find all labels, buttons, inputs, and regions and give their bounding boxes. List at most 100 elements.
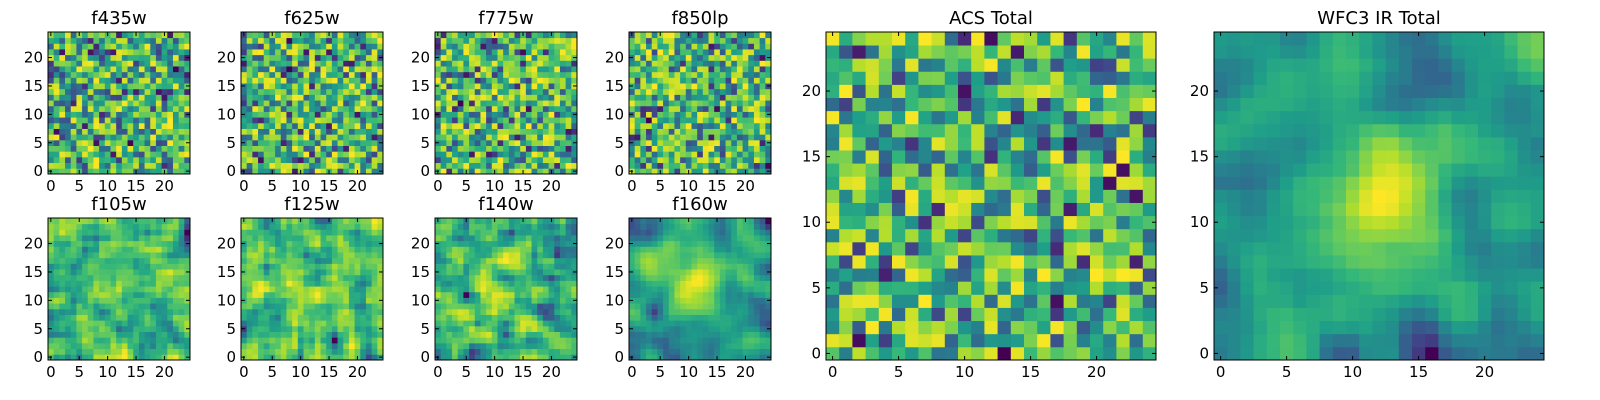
heatmap-cell — [371, 223, 378, 230]
heatmap-cell — [297, 286, 304, 293]
heatmap-cell — [297, 297, 304, 304]
heatmap-cell — [640, 303, 647, 310]
heatmap-cell — [65, 145, 72, 152]
heatmap-cell — [469, 314, 476, 321]
heatmap-cell — [309, 354, 316, 361]
heatmap-cell — [508, 269, 515, 276]
heatmap-cell — [531, 308, 538, 315]
heatmap-cell — [457, 37, 464, 44]
heatmap-cell — [634, 156, 641, 164]
heatmap-cell — [138, 88, 145, 95]
heatmap-cell — [286, 354, 293, 361]
heatmap-cell — [554, 331, 561, 338]
heatmap-cell — [753, 43, 761, 50]
heatmap-cell — [348, 66, 355, 73]
heatmap-cell — [348, 71, 355, 78]
heatmap-cell — [82, 100, 89, 107]
heatmap-cell — [452, 218, 459, 225]
heatmap-cell — [82, 168, 89, 175]
heatmap-cell — [377, 286, 384, 293]
heatmap-cell — [559, 291, 567, 298]
heatmap-cell — [127, 54, 134, 61]
heatmap-cell — [150, 77, 157, 84]
heatmap-cell — [463, 134, 470, 141]
heatmap-cell — [360, 139, 367, 146]
heatmap-cell — [725, 54, 732, 61]
heatmap-cell — [559, 83, 567, 90]
heatmap-cell — [525, 66, 532, 73]
heatmap-cell — [269, 269, 276, 276]
heatmap-cell — [554, 257, 561, 264]
heatmap-cell — [320, 162, 327, 169]
heatmap-cell — [480, 105, 487, 112]
heatmap-cell — [167, 337, 174, 344]
heatmap-cell — [127, 37, 134, 44]
heatmap-cell — [275, 297, 282, 304]
heatmap-cell — [702, 43, 709, 50]
heatmap-cell — [53, 111, 60, 118]
heatmap-cell — [474, 263, 481, 270]
heatmap-cell — [629, 134, 636, 141]
heatmap-cell — [150, 280, 157, 287]
heatmap-cell — [337, 218, 344, 225]
panel-title: f435w — [91, 8, 146, 29]
heatmap-cell — [59, 66, 66, 73]
heatmap-cell — [657, 105, 664, 112]
x-tick-label: 10 — [98, 363, 117, 381]
heatmap-cell — [246, 100, 253, 107]
heatmap-cell — [309, 37, 316, 44]
heatmap-cell — [93, 66, 100, 73]
heatmap-cell — [172, 60, 180, 67]
heatmap-cell — [82, 60, 89, 67]
heatmap-cell — [646, 71, 653, 78]
heatmap-cell — [167, 348, 174, 355]
heatmap-cell — [508, 308, 515, 315]
heatmap-cell — [99, 77, 106, 84]
heatmap-cell — [559, 49, 567, 56]
heatmap-cell — [440, 325, 447, 332]
heatmap-cell — [127, 235, 134, 242]
heatmap-cell — [486, 32, 493, 39]
heatmap-cell — [629, 66, 636, 73]
heatmap-cell — [554, 320, 561, 327]
heatmap-cell — [161, 37, 168, 44]
heatmap-cell — [297, 291, 304, 298]
heatmap-cell — [297, 54, 304, 61]
heatmap-cell — [155, 331, 162, 338]
heatmap-cell — [674, 337, 681, 344]
heatmap-cell — [87, 331, 94, 338]
heatmap-cell — [365, 348, 373, 355]
heatmap-cell — [82, 43, 89, 50]
heatmap-cell — [377, 151, 384, 158]
heatmap-cell — [172, 162, 180, 169]
heatmap-cell — [446, 77, 453, 84]
heatmap-cell — [252, 111, 259, 118]
heatmap-cell — [155, 354, 162, 361]
heatmap-cell — [360, 280, 367, 287]
heatmap-cell — [440, 43, 447, 50]
heatmap-cell — [554, 337, 561, 344]
heatmap-cell — [144, 252, 151, 259]
heatmap-cell — [719, 280, 726, 287]
heatmap-cell — [172, 83, 180, 90]
heatmap-cell — [736, 291, 743, 298]
heatmap-cell — [87, 117, 94, 124]
heatmap-cell — [503, 117, 510, 124]
heatmap-cell — [280, 43, 287, 50]
heatmap-cell — [759, 308, 766, 315]
heatmap-cell — [525, 274, 532, 281]
heatmap-cell — [116, 32, 123, 39]
heatmap-cell — [702, 37, 709, 44]
heatmap-cell — [731, 151, 738, 158]
heatmap-cell — [446, 162, 453, 169]
heatmap-cell — [674, 280, 681, 287]
heatmap-cell — [155, 325, 162, 332]
heatmap-cell — [371, 134, 378, 141]
heatmap-cell — [172, 145, 180, 152]
heatmap-cell — [731, 128, 738, 135]
heatmap-cell — [65, 122, 72, 129]
heatmap-cell — [150, 128, 157, 135]
heatmap-cell — [320, 320, 327, 327]
heatmap-cell — [491, 246, 498, 253]
heatmap-cell — [360, 156, 367, 164]
